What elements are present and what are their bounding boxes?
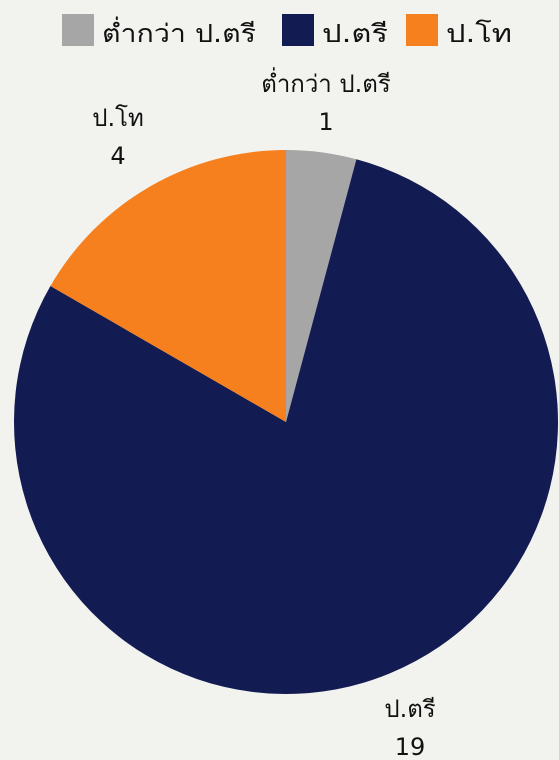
- data-label-category-1: ต่ำกว่า ป.ตรี: [261, 67, 391, 98]
- data-label-value-2: 19: [395, 733, 426, 760]
- data-label-category-2: ป.ตรี: [384, 695, 435, 723]
- legend-swatch-2: [282, 14, 314, 46]
- legend: ต่ำกว่า ป.ตรี ป.ตรี ป.โท: [62, 14, 512, 48]
- pie-slice-1: [286, 150, 357, 422]
- legend-swatch-3: [406, 14, 438, 46]
- legend-label-2: ป.ตรี: [322, 19, 388, 48]
- legend-swatch-1: [62, 14, 94, 46]
- data-label-value-3: 4: [110, 142, 125, 170]
- data-label-value-1: 1: [318, 108, 333, 136]
- pie-slices: [13, 150, 558, 695]
- data-label-category-3: ป.โท: [92, 104, 144, 132]
- legend-label-1: ต่ำกว่า ป.ตรี: [102, 16, 256, 48]
- pie-slice-2: [13, 159, 558, 695]
- data-labels: ต่ำกว่า ป.ตรี 1 ป.ตรี 19 ป.โท 4: [92, 67, 436, 760]
- pie-slice-3: [50, 150, 286, 422]
- legend-label-3: ป.โท: [446, 19, 512, 48]
